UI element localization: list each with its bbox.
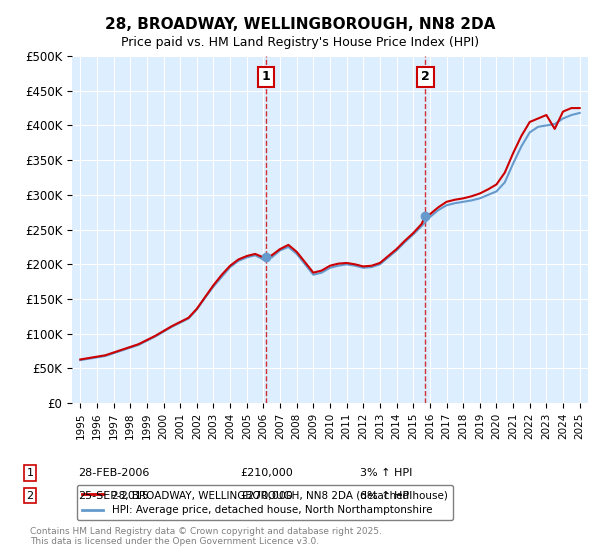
Text: 1: 1 [262, 71, 271, 83]
Text: 3% ↑ HPI: 3% ↑ HPI [360, 468, 412, 478]
Text: 28, BROADWAY, WELLINGBOROUGH, NN8 2DA: 28, BROADWAY, WELLINGBOROUGH, NN8 2DA [105, 17, 495, 32]
Text: 2: 2 [421, 71, 430, 83]
Text: 28-FEB-2006: 28-FEB-2006 [78, 468, 149, 478]
Text: 25-SEP-2015: 25-SEP-2015 [78, 491, 149, 501]
Text: Contains HM Land Registry data © Crown copyright and database right 2025.
This d: Contains HM Land Registry data © Crown c… [30, 526, 382, 546]
Text: 2: 2 [26, 491, 34, 501]
Text: £270,000: £270,000 [240, 491, 293, 501]
Legend: 28, BROADWAY, WELLINGBOROUGH, NN8 2DA (detached house), HPI: Average price, deta: 28, BROADWAY, WELLINGBOROUGH, NN8 2DA (d… [77, 485, 452, 520]
Text: 6% ↑ HPI: 6% ↑ HPI [360, 491, 412, 501]
Text: £210,000: £210,000 [240, 468, 293, 478]
Text: 1: 1 [26, 468, 34, 478]
Text: Price paid vs. HM Land Registry's House Price Index (HPI): Price paid vs. HM Land Registry's House … [121, 36, 479, 49]
